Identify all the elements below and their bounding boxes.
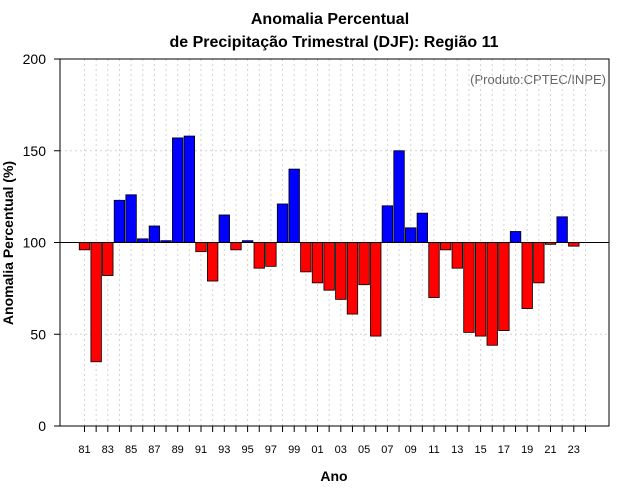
x-tick-label: 11 (428, 444, 439, 456)
x-tick-label: 01 (311, 444, 323, 456)
bar-85 (125, 194, 137, 243)
bar-12 (439, 242, 452, 251)
y-tick-label: 200 (23, 51, 47, 67)
x-tick-label: 15 (474, 444, 486, 456)
bar-15 (474, 242, 487, 337)
bar-09 (405, 227, 417, 243)
grid-lines (60, 59, 609, 426)
axes: 0 50 100 150 200 81 83 85 87 89 91 93 95 97 99 01 03 05 07… (23, 51, 610, 456)
x-tick-label: 91 (195, 444, 207, 456)
y-tick-label: 150 (23, 143, 47, 159)
y-axis-label: Anomalia Percentual (%) (0, 161, 16, 325)
bar-19 (521, 242, 533, 309)
bar-93 (218, 214, 230, 243)
bar-81 (78, 242, 91, 251)
bar-82 (90, 242, 102, 363)
x-tick-label: 83 (102, 444, 114, 456)
bar-86 (137, 238, 149, 243)
bar-01 (311, 242, 324, 284)
x-tick-label: 87 (148, 444, 160, 456)
bar-00 (300, 242, 312, 273)
x-tick-label: 19 (521, 444, 533, 456)
bar-89 (172, 137, 184, 243)
bars (78, 135, 580, 363)
x-axis-label: Ano (320, 468, 347, 484)
bar-14 (463, 242, 475, 333)
bar-05 (358, 242, 370, 286)
bar-23 (568, 242, 580, 247)
bar-87 (148, 225, 161, 243)
x-tick-label: 81 (78, 444, 90, 456)
bar-94 (230, 242, 242, 251)
x-tick-label: 05 (358, 444, 370, 456)
x-tick-label: 21 (544, 444, 556, 456)
bar-13 (451, 242, 463, 269)
bar-91 (195, 242, 207, 253)
x-tick-label: 07 (381, 444, 393, 456)
y-tick-label: 0 (38, 418, 46, 434)
x-tick-label: 09 (405, 444, 417, 456)
x-tick-label: 99 (288, 444, 300, 456)
x-tick-label: 03 (335, 444, 347, 456)
x-tick-label: 85 (125, 444, 137, 456)
bar-84 (113, 199, 126, 243)
bar-06 (370, 242, 382, 337)
bar-92 (206, 242, 219, 282)
x-tick-label: 13 (451, 444, 463, 456)
x-tick-label: 89 (172, 444, 184, 456)
bar-07 (381, 205, 394, 243)
bar-22 (556, 216, 568, 243)
chart-title: Anomalia Percentual (251, 11, 409, 28)
y-tick-label: 50 (30, 326, 46, 342)
chart-subtitle: de Precipitação Trimestral (DJF): Região… (169, 34, 498, 51)
bar-17 (498, 242, 510, 331)
bar-97 (265, 242, 277, 267)
bar-10 (416, 212, 429, 243)
x-tick-label: 17 (498, 444, 510, 456)
bar-03 (335, 242, 347, 300)
bar-99 (288, 168, 300, 243)
bar-83 (102, 242, 114, 276)
bar-08 (393, 150, 405, 243)
bar-04 (346, 242, 359, 315)
x-tick-label: 93 (218, 444, 230, 456)
x-tick-label: 23 (568, 444, 580, 456)
bar-96 (253, 242, 265, 269)
bar-90 (183, 135, 196, 243)
y-tick-label: 100 (23, 235, 47, 251)
x-tick-label: 97 (265, 444, 277, 456)
x-tick-label: 95 (241, 444, 253, 456)
bar-20 (533, 242, 545, 284)
bar-98 (276, 203, 289, 243)
bar-18 (509, 231, 522, 243)
bar-11 (428, 242, 440, 298)
bar-16 (486, 242, 498, 346)
bar-02 (323, 242, 335, 291)
